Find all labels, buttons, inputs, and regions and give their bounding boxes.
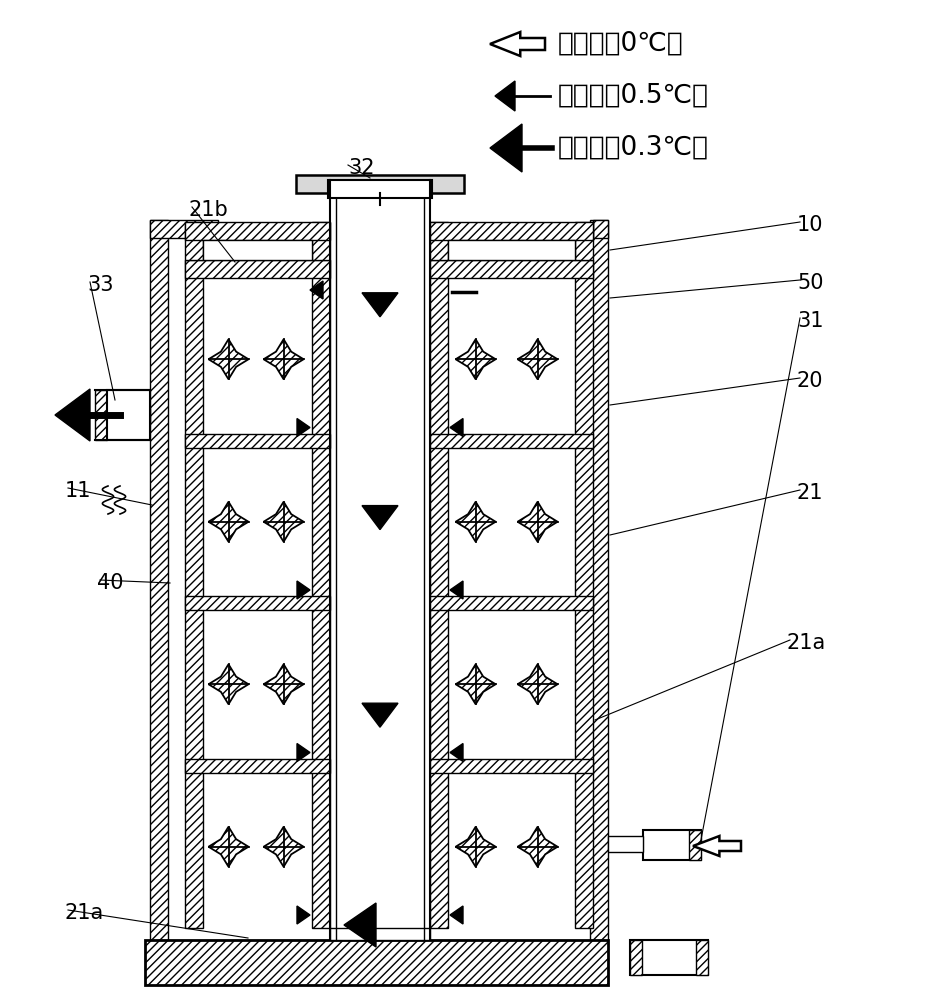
Bar [203,240,312,260]
Bar [296,175,464,193]
Bar [150,220,168,940]
Polygon shape [297,418,310,436]
Polygon shape [264,827,304,867]
Polygon shape [209,827,249,867]
Bar [593,220,608,238]
Bar [430,434,593,448]
Polygon shape [450,744,463,762]
Polygon shape [495,81,515,111]
Bar [689,830,701,860]
Polygon shape [310,281,323,299]
Polygon shape [55,389,90,441]
Bar [185,222,330,240]
Polygon shape [450,581,463,599]
Bar [430,260,593,278]
Bar [448,240,575,260]
Bar [643,830,701,860]
Text: 31: 31 [797,311,824,331]
Text: 10: 10 [797,215,824,235]
Polygon shape [297,581,310,599]
Polygon shape [344,903,376,947]
Text: 混合水（0.3℃）: 混合水（0.3℃） [558,135,709,161]
Bar [312,222,330,260]
Bar [630,940,708,975]
Polygon shape [518,502,557,542]
Text: 预热水（0.5℃）: 预热水（0.5℃） [558,83,709,109]
Bar [150,220,218,238]
Text: 11: 11 [65,481,92,501]
Bar [630,940,642,975]
Text: 32: 32 [348,158,375,178]
Bar [430,758,593,772]
Polygon shape [450,418,463,436]
Polygon shape [209,502,249,542]
Bar [185,222,203,260]
Bar [312,260,330,928]
Bar [608,836,643,852]
Polygon shape [455,502,496,542]
Bar [328,180,432,198]
Text: 40: 40 [97,573,123,593]
Polygon shape [264,664,304,704]
Bar [590,220,608,940]
Polygon shape [209,339,249,379]
Polygon shape [209,664,249,704]
Bar [430,222,448,260]
Bar [185,260,330,278]
Text: 20: 20 [797,371,824,391]
Polygon shape [518,339,557,379]
Bar [696,940,708,975]
Polygon shape [297,744,310,762]
Polygon shape [264,502,304,542]
Bar [330,928,430,940]
Bar [430,222,593,240]
Bar [107,390,150,440]
Text: 33: 33 [87,275,113,295]
Polygon shape [490,124,522,172]
Polygon shape [362,293,398,317]
Bar [185,596,330,610]
Bar [575,260,593,928]
Polygon shape [455,827,496,867]
Bar [185,434,330,448]
Bar [430,260,448,928]
Bar [145,940,608,985]
Bar [575,222,593,260]
Polygon shape [297,906,310,924]
Text: 21a: 21a [787,633,827,653]
Text: 50: 50 [797,273,824,293]
Bar [185,758,330,772]
Text: 21a: 21a [65,903,104,923]
Text: 21: 21 [797,483,824,503]
Polygon shape [455,339,496,379]
Polygon shape [693,836,741,856]
Bar [430,596,593,610]
Text: 冷水　（0℃）: 冷水 （0℃） [558,31,683,57]
Polygon shape [455,664,496,704]
Bar [95,390,107,440]
Polygon shape [362,703,398,727]
Text: 21b: 21b [189,200,229,220]
Polygon shape [362,506,398,530]
Polygon shape [518,664,557,704]
Polygon shape [518,827,557,867]
Polygon shape [264,339,304,379]
Bar [185,260,203,928]
Polygon shape [490,32,545,56]
Polygon shape [450,906,463,924]
